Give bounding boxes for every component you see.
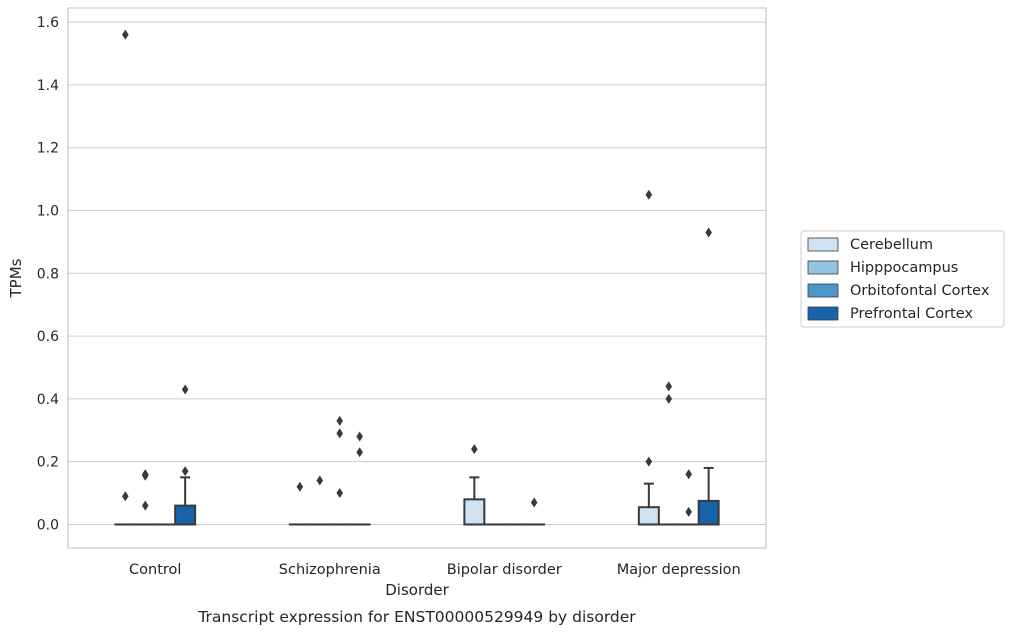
y-tick-labels: 0.0 0.2 0.4 0.6 0.8 1.0 1.2 1.4 1.6: [37, 15, 59, 533]
y-tick-label: 1.4: [37, 78, 59, 94]
y-tick-label: 1.0: [37, 204, 59, 220]
y-tick-label: 0.6: [37, 329, 59, 345]
x-tick-label: Schizophrenia: [279, 562, 381, 578]
legend-swatch: [808, 307, 838, 320]
box-body: [175, 506, 195, 525]
legend-label: Cerebellum: [850, 237, 933, 253]
legend-swatch: [808, 261, 838, 274]
legend-swatch: [808, 238, 838, 251]
y-tick-label: 0.2: [37, 455, 59, 471]
x-axis-label: Disorder: [385, 581, 449, 599]
y-tick-label: 0.8: [37, 266, 59, 282]
x-tick-label: Major depression: [617, 562, 741, 578]
plot-background: [68, 8, 766, 548]
y-tick-label: 1.6: [37, 15, 59, 31]
y-tick-label: 1.2: [37, 141, 59, 157]
box-body: [639, 507, 659, 524]
chart-caption: Transcript expression for ENST0000052994…: [197, 608, 636, 626]
box-body: [464, 499, 484, 524]
legend-swatch: [808, 284, 838, 297]
x-tick-label: Control: [129, 562, 181, 578]
legend-label: Prefrontal Cortex: [850, 306, 973, 322]
y-tick-label: 0.0: [37, 517, 59, 533]
x-tick-label: Bipolar disorder: [447, 562, 562, 578]
legend: Cerebellum Hipppocampus Orbitofontal Corte…: [801, 231, 1004, 327]
box-body: [699, 501, 719, 525]
legend-label: Hipppocampus: [850, 260, 958, 276]
legend-label: Orbitofontal Cortex: [850, 283, 990, 299]
y-axis-label: TPMs: [7, 258, 25, 298]
x-tick-labels: Control Schizophrenia Bipolar disorder Majo…: [129, 562, 741, 578]
y-tick-label: 0.4: [37, 392, 59, 408]
